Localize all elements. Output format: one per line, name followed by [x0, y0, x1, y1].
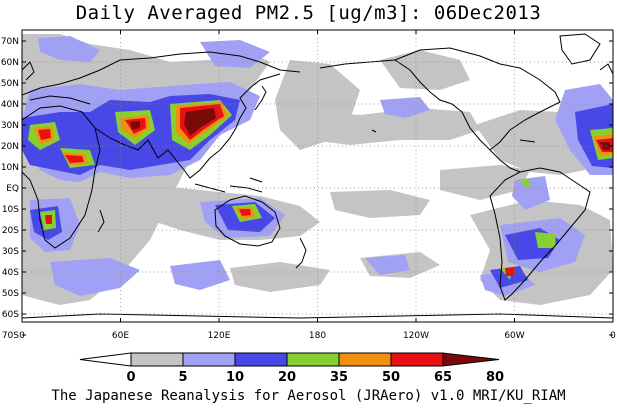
legend-value-label: 65	[434, 370, 452, 385]
concentration-field	[22, 30, 613, 322]
latitude-label: 60N	[1, 58, 19, 68]
longitude-axis: 0 60E 120E 180 120W 60W 0	[19, 331, 616, 341]
latitude-axis: 70N 60N 50N 40N 30N 20N 10N EQ 10S 20S 30S 40S 50S 60…	[1, 37, 19, 341]
longitude-label: 0	[610, 331, 616, 341]
figure-footer: The Japanese Reanalysis for Aerosol (JRA…	[51, 388, 566, 404]
latitude-label: 50N	[1, 79, 19, 89]
legend-value-label: 10	[226, 370, 244, 385]
figure-title: Daily Averaged PM2.5 [ug/m3]: 06Dec2013	[75, 2, 542, 24]
legend-value-label: 5	[178, 370, 187, 385]
legend-color-box	[130, 352, 184, 367]
legend-color-box	[390, 352, 444, 367]
latitude-label: 10S	[2, 205, 19, 215]
legend-value-label: 20	[278, 370, 296, 385]
pm25-level-80-plus	[130, 108, 610, 150]
latitude-label: 10N	[1, 163, 19, 173]
latitude-label: 40N	[1, 100, 19, 110]
longitude-label: 120E	[208, 331, 231, 341]
latitude-label: 40S	[2, 268, 19, 278]
latitude-label: 70N	[1, 37, 19, 47]
legend-arrow-high	[442, 352, 500, 367]
latitude-label: 20N	[1, 142, 19, 152]
legend-color-box	[182, 352, 236, 367]
longitude-label: 0	[19, 331, 25, 341]
latitude-label: 70S	[2, 331, 19, 341]
longitude-label: 120W	[403, 331, 429, 341]
coastlines	[22, 33, 613, 319]
legend-value-label: 35	[330, 370, 348, 385]
longitude-label: 60W	[504, 331, 524, 341]
longitude-label: 180	[309, 331, 326, 341]
latitude-label: 30S	[2, 247, 19, 257]
latitude-label: 30N	[1, 121, 19, 131]
legend-value-label: 80	[486, 370, 504, 385]
longitude-label: 60E	[112, 331, 129, 341]
legend-value-label: 0	[126, 370, 135, 385]
legend-color-box	[338, 352, 392, 367]
legend-color-box	[286, 352, 340, 367]
latitude-label: EQ	[6, 184, 19, 194]
legend-value-label: 50	[382, 370, 400, 385]
latitude-label: 20S	[2, 226, 19, 236]
legend-color-box	[234, 352, 288, 367]
latitude-label: 60S	[2, 310, 19, 320]
axis-ticks	[21, 30, 614, 336]
legend-arrow-low	[79, 352, 132, 367]
latitude-label: 50S	[2, 289, 19, 299]
graticule	[22, 30, 613, 322]
